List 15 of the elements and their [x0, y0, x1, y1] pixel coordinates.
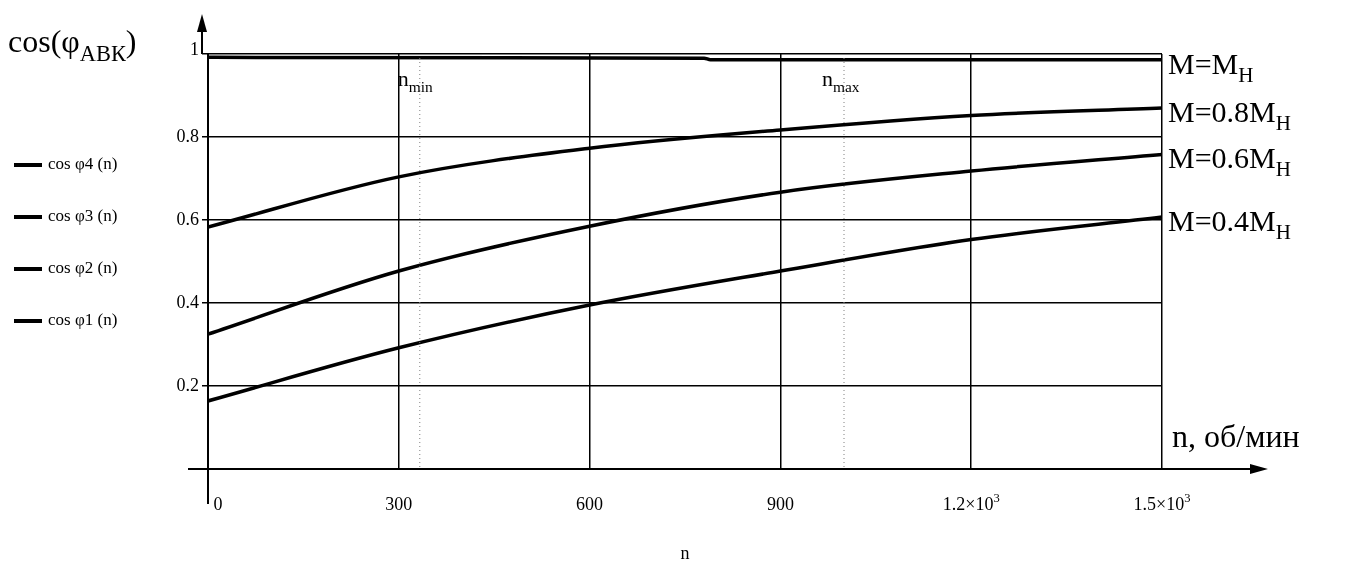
y-tick-label: 0.8 — [176, 125, 199, 146]
legend-label: cos φ1 (n) — [48, 310, 118, 330]
x-tick-label: 600 — [576, 493, 604, 514]
x-axis-title: n — [680, 542, 690, 562]
y-tick-label: 0.6 — [176, 208, 199, 229]
legend-label: cos φ2 (n) — [48, 258, 118, 278]
y-tick-label: 0.2 — [176, 374, 199, 395]
y-tick-label: 0.4 — [176, 291, 199, 312]
y-tick-label: 1 — [190, 38, 199, 59]
text: n, об/мин — [1172, 418, 1300, 455]
legend-label: cos φ3 (n) — [48, 206, 118, 226]
legend-label: cos φ4 (n) — [48, 154, 118, 174]
x-tick-label: 900 — [766, 493, 794, 514]
x-tick-label: 0 — [213, 493, 223, 514]
x-tick-label: 300 — [385, 493, 413, 514]
